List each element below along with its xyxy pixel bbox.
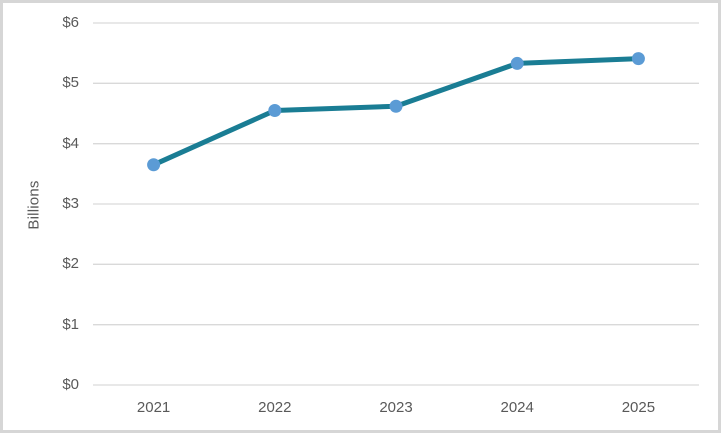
x-axis-tick-label: 2022: [258, 399, 292, 416]
x-axis-tick-label: 2023: [379, 399, 413, 416]
x-axis-tick-label: 2021: [136, 399, 171, 416]
y-axis-tick-label: $4: [62, 134, 79, 152]
y-axis-tick-label: $6: [62, 14, 79, 31]
data-point-marker: [631, 52, 645, 66]
data-point-marker: [147, 158, 161, 172]
data-point-marker: [510, 56, 524, 70]
y-axis-tick-label: $0: [62, 376, 79, 393]
x-axis-tick-label: 2025: [621, 399, 656, 416]
y-axis-tick-label: $1: [62, 315, 79, 333]
y-axis-tick-label: $5: [62, 74, 79, 92]
data-point-marker: [389, 99, 403, 113]
data-point-marker: [268, 103, 282, 117]
y-axis-tick-label: $2: [62, 255, 79, 273]
y-axis-tick-label: $3: [62, 195, 79, 212]
x-axis-tick-label: 2024: [500, 399, 534, 416]
